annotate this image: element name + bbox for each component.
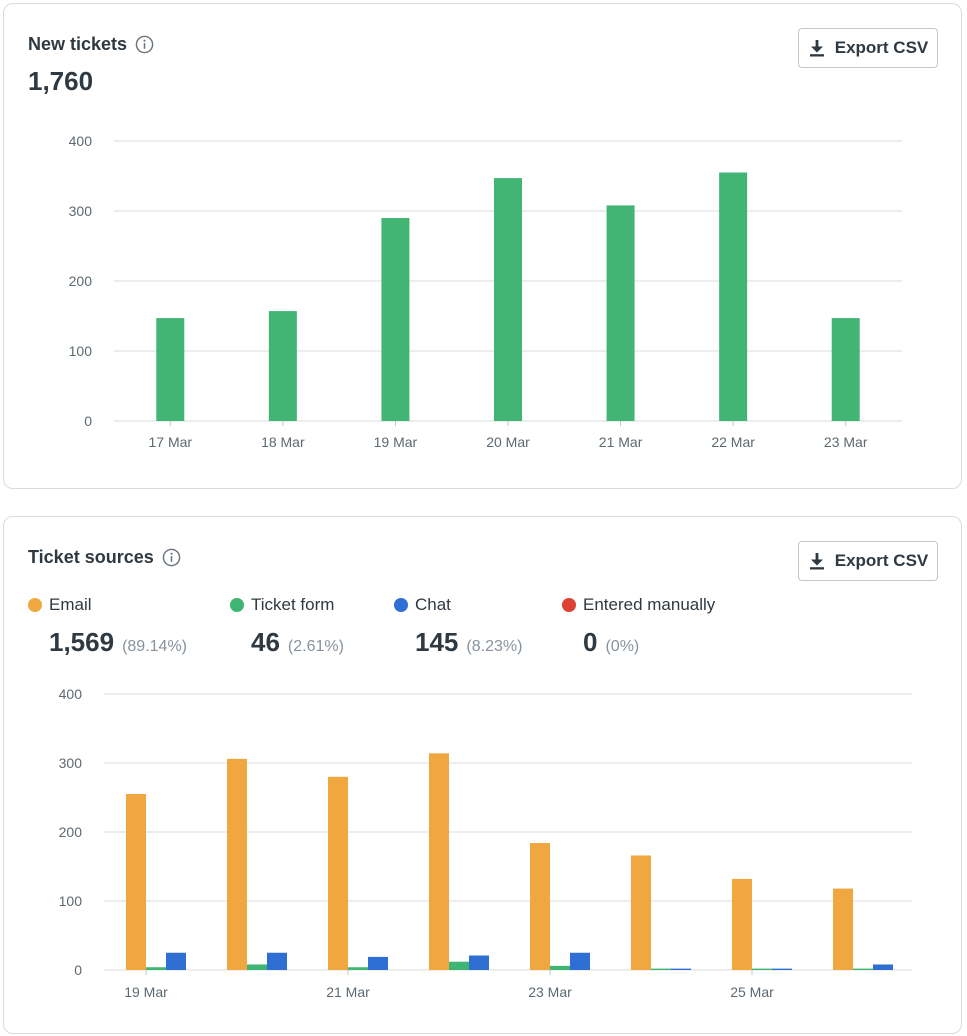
download-icon <box>808 39 826 57</box>
x-tick-label: 23 Mar <box>528 984 572 1000</box>
legend-dot-chat <box>394 598 408 612</box>
x-tick-label: 25 Mar <box>730 984 774 1000</box>
legend-percent: (0%) <box>605 638 640 655</box>
download-icon <box>808 552 826 570</box>
ticket-sources-chart: 0 100 200 300 400 19 Mar 21 Mar 23 Mar 25 Mar <box>59 686 912 1000</box>
legend-item-entered-manually[interactable]: Entered manually 0 (0%) <box>562 595 715 658</box>
x-tick-label: 20 Mar <box>486 434 530 450</box>
legend-label: Entered manually <box>583 595 716 614</box>
ticket-sources-legend: Email 1,569 (89.14%) Ticket form 46 (2.61%… <box>28 595 928 665</box>
bar[interactable] <box>606 205 635 421</box>
y-tick-label: 100 <box>59 893 83 909</box>
legend-value: 0 <box>583 627 598 657</box>
bar[interactable] <box>268 311 297 421</box>
export-csv-label: Export CSV <box>834 551 929 570</box>
bar-ticket-form[interactable] <box>853 968 873 970</box>
new-tickets-title-row: New tickets <box>28 34 154 55</box>
bar-ticket-form[interactable] <box>752 968 772 970</box>
y-tick-label: 200 <box>69 273 93 289</box>
bar-ticket-form[interactable] <box>146 967 166 970</box>
legend-label: Ticket form <box>251 595 335 614</box>
y-tick-label: 100 <box>69 343 93 359</box>
legend-value: 46 <box>251 627 280 657</box>
ticket-sources-title-row: Ticket sources <box>28 547 181 568</box>
bar-chat[interactable] <box>570 952 590 970</box>
legend-percent: (2.61%) <box>287 638 344 655</box>
bar-chat[interactable] <box>469 955 489 970</box>
bar[interactable] <box>156 318 185 421</box>
bar-email[interactable] <box>833 888 853 970</box>
y-tick-label: 0 <box>74 962 82 978</box>
export-csv-button[interactable]: Export CSV <box>798 28 938 68</box>
x-tick-label: 19 Mar <box>124 984 168 1000</box>
bar-email[interactable] <box>631 855 651 970</box>
bar-email[interactable] <box>227 758 247 970</box>
legend-item-email[interactable]: Email 1,569 (89.14%) <box>28 595 187 658</box>
bar-ticket-form[interactable] <box>550 965 570 970</box>
y-tick-label: 200 <box>59 824 83 840</box>
bar-email[interactable] <box>126 794 146 970</box>
bar-chat[interactable] <box>267 952 287 970</box>
bar-chat[interactable] <box>873 964 893 970</box>
y-tick-label: 300 <box>59 755 83 771</box>
bar-email[interactable] <box>328 776 348 970</box>
legend-value: 1,569 <box>49 627 115 657</box>
legend-value: 145 <box>415 627 459 657</box>
new-tickets-title: New tickets <box>28 34 128 54</box>
bar-chat[interactable] <box>368 956 388 970</box>
x-tick-label: 23 Mar <box>824 434 868 450</box>
legend-dot-entered-manually <box>562 598 576 612</box>
y-tick-label: 0 <box>84 413 92 429</box>
new-tickets-total: 1,760 <box>28 66 94 96</box>
bar-ticket-form[interactable] <box>651 968 671 970</box>
bar[interactable] <box>494 178 522 421</box>
x-tick-label: 18 Mar <box>261 434 305 450</box>
bar-chat[interactable] <box>671 968 691 970</box>
export-csv-label: Export CSV <box>834 38 929 57</box>
new-tickets-chart: 0 100 200 300 400 17 Mar 18 Mar 19 Mar 20 Mar 21 … <box>69 133 902 450</box>
bar-ticket-form[interactable] <box>449 961 469 970</box>
bar-email[interactable] <box>530 843 550 970</box>
bar-ticket-form[interactable] <box>348 967 368 970</box>
y-tick-label: 400 <box>59 686 83 702</box>
info-icon[interactable] <box>162 548 181 567</box>
legend-item-chat[interactable]: Chat 145 (8.23%) <box>394 595 522 658</box>
legend-dot-email <box>28 598 42 612</box>
bar-chat[interactable] <box>166 952 186 970</box>
x-tick-label: 19 Mar <box>374 434 418 450</box>
new-tickets-card: New tickets 1,760 Export CSV 0 100 200 300 4… <box>3 3 962 489</box>
x-tick-label: 22 Mar <box>711 434 755 450</box>
y-tick-label: 400 <box>69 133 93 149</box>
legend-percent: (89.14%) <box>122 638 187 655</box>
bar-email[interactable] <box>429 753 449 970</box>
export-csv-button[interactable]: Export CSV <box>798 541 938 581</box>
y-tick-label: 300 <box>69 203 93 219</box>
bar-ticket-form[interactable] <box>247 964 267 970</box>
x-tick-label: 21 Mar <box>599 434 643 450</box>
bar[interactable] <box>831 318 860 421</box>
legend-item-ticket-form[interactable]: Ticket form 46 (2.61%) <box>230 595 344 658</box>
ticket-sources-title: Ticket sources <box>28 547 154 567</box>
legend-dot-ticket-form <box>230 598 244 612</box>
x-tick-label: 21 Mar <box>326 984 370 1000</box>
bar[interactable] <box>381 218 410 421</box>
legend-label: Chat <box>415 595 451 614</box>
ticket-sources-card: Ticket sources Export CSV Email 1,569 (89… <box>3 516 962 1034</box>
legend-label: Email <box>49 595 92 614</box>
legend-percent: (8.23%) <box>466 638 523 655</box>
x-tick-label: 17 Mar <box>148 434 192 450</box>
bar-chat[interactable] <box>772 968 792 970</box>
bar-email[interactable] <box>732 878 752 970</box>
bar[interactable] <box>719 172 748 422</box>
info-icon[interactable] <box>135 35 154 54</box>
